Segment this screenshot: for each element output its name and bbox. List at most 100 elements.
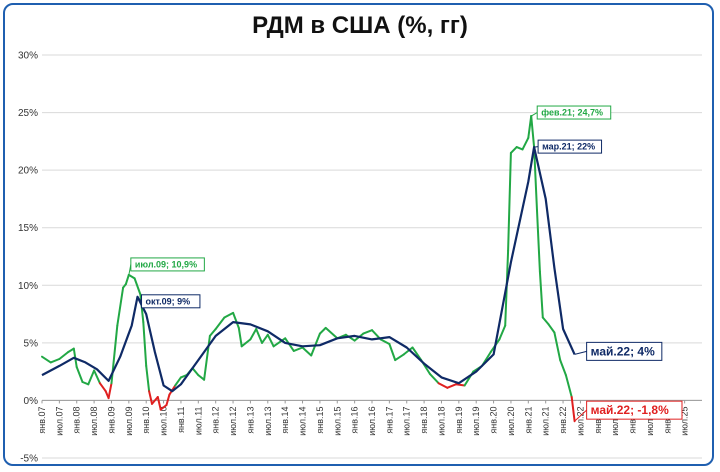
y-tick-label: 20%	[18, 166, 38, 177]
growth-series-segment-low	[165, 393, 171, 406]
chart-title: РДМ в США (%, гг)	[252, 12, 468, 39]
annotation-box	[130, 257, 205, 272]
growth-series-segment	[208, 328, 217, 337]
x-tick-label: янв.20	[489, 406, 499, 433]
growth-series-segment	[272, 337, 287, 348]
x-tick-label: июл.15	[332, 406, 342, 435]
x-tick-label: янв.10	[141, 406, 151, 433]
growth-series-segment	[133, 277, 142, 296]
growth-series-segment	[559, 359, 567, 377]
x-tick-label: янв.18	[419, 406, 429, 433]
growth-series-segment	[521, 136, 530, 151]
x-tick-label: июл.18	[436, 406, 446, 435]
x-tick-label: июл.14	[298, 406, 308, 435]
x-tick-label: янв.25	[662, 406, 672, 433]
y-tick-label: 30%	[18, 51, 38, 62]
growth-series-segment	[240, 338, 252, 348]
growth-series-segment	[530, 115, 536, 149]
growth-series-segment	[362, 329, 373, 335]
x-tick-label: янв.16	[350, 406, 360, 433]
growth-series-segment	[541, 316, 550, 326]
annotations: июл.09; 10,9% окт.09; 9% фев.21; 24,7% мар.…	[128, 105, 683, 422]
growth-series-segment-low	[454, 383, 466, 387]
x-tick-label: июл.23	[610, 406, 620, 435]
growth-series-segment	[93, 369, 101, 385]
growth-series-segment	[249, 328, 258, 341]
x-tick-label: июл.17	[402, 406, 412, 435]
x-tick-label: янв.14	[280, 406, 290, 433]
growth-series-segment	[553, 331, 562, 362]
x-tick-label: июл.25	[680, 406, 690, 435]
growth-series-segment	[509, 146, 518, 154]
growth-series-segment	[124, 273, 130, 286]
growth-series-segment-low	[570, 396, 576, 423]
growth-series-segment	[379, 338, 391, 345]
y-tick-label: 10%	[18, 281, 38, 292]
annotation-box	[141, 294, 201, 309]
x-tick-label: янв.09	[106, 406, 116, 433]
growth-series-segment	[223, 311, 235, 319]
growth-series-segment-low	[446, 383, 457, 389]
growth-series-segment	[191, 367, 200, 377]
annotation-box	[586, 400, 683, 420]
x-tick-label: янв.23	[593, 406, 603, 433]
growth-series-segment	[197, 374, 206, 381]
x-tick-label: янв.24	[628, 406, 638, 433]
x-tick-label: июл.08	[89, 406, 99, 435]
x-tick-label: янв.15	[315, 406, 325, 433]
y-tick-label: -5%	[20, 454, 38, 465]
growth-series-segment	[232, 311, 240, 329]
y-tick-label: 25%	[18, 108, 38, 119]
annotation-label: май.22; -1,8%	[591, 403, 669, 417]
growth-series-segment	[533, 146, 538, 212]
growth-series-segment-low	[98, 382, 107, 393]
y-axis-ticks: -5% 0% 5% 10% 15% 20% 25% 30%	[18, 51, 38, 465]
growth-series-segment	[174, 376, 182, 387]
growth-series-segment	[203, 334, 211, 381]
growth-series-segment	[402, 346, 414, 356]
growth-series-segment	[127, 273, 136, 280]
y-tick-label: 15%	[18, 223, 38, 234]
growth-series-segment	[237, 326, 243, 348]
annotation-leader	[574, 350, 587, 355]
x-tick-label: июл.20	[506, 406, 516, 435]
growth-series-segment	[58, 351, 70, 360]
x-tick-label: июл.10	[159, 406, 169, 435]
x-tick-label: янв.13	[245, 406, 255, 433]
growth-series-segment-low	[159, 404, 168, 411]
x-tick-label: июл.16	[367, 406, 377, 435]
growth-series-segment	[344, 333, 356, 342]
x-tick-label: июл.11	[193, 406, 203, 435]
growth-series-segment	[145, 364, 151, 393]
growth-series-segment	[498, 324, 507, 341]
annotation-box	[586, 341, 663, 361]
growth-series-segment	[301, 346, 313, 357]
x-tick-label: июл.09	[124, 406, 134, 435]
annotation-leader	[530, 112, 538, 117]
growth-series-segment	[564, 374, 573, 398]
growth-series-segment	[292, 346, 304, 352]
x-axis-ticks: янв.07 июл.07 янв.08 июл.08 янв.09 июл.09 янв.…	[37, 406, 690, 435]
x-tick-label: янв.17	[384, 406, 394, 433]
annotation-box	[537, 139, 603, 154]
growth-series-segment	[266, 333, 275, 348]
x-tick-label: янв.22	[558, 406, 568, 433]
growth-series-segment-low	[156, 396, 162, 411]
annotation-label: окт.09; 9%	[146, 296, 191, 306]
growth-series-segment	[179, 374, 188, 379]
growth-series-segment	[324, 326, 339, 340]
annotation-leader	[574, 409, 587, 422]
annotation-label: июл.09; 10,9%	[135, 259, 197, 269]
x-tick-label: июл.13	[263, 406, 273, 435]
growth-series-segment	[411, 346, 423, 362]
growth-series-segment	[394, 353, 405, 362]
growth-series-segment	[49, 358, 61, 364]
growth-series-segment	[538, 270, 544, 319]
x-tick-label: янв.11	[176, 406, 186, 432]
growth-series-segment	[507, 151, 512, 252]
growth-series-segment-low	[151, 396, 159, 405]
growth-series-segment	[67, 347, 75, 354]
chart-frame	[3, 3, 714, 466]
growth-series-segment	[255, 328, 263, 344]
x-tick-label: янв.21	[523, 406, 533, 433]
